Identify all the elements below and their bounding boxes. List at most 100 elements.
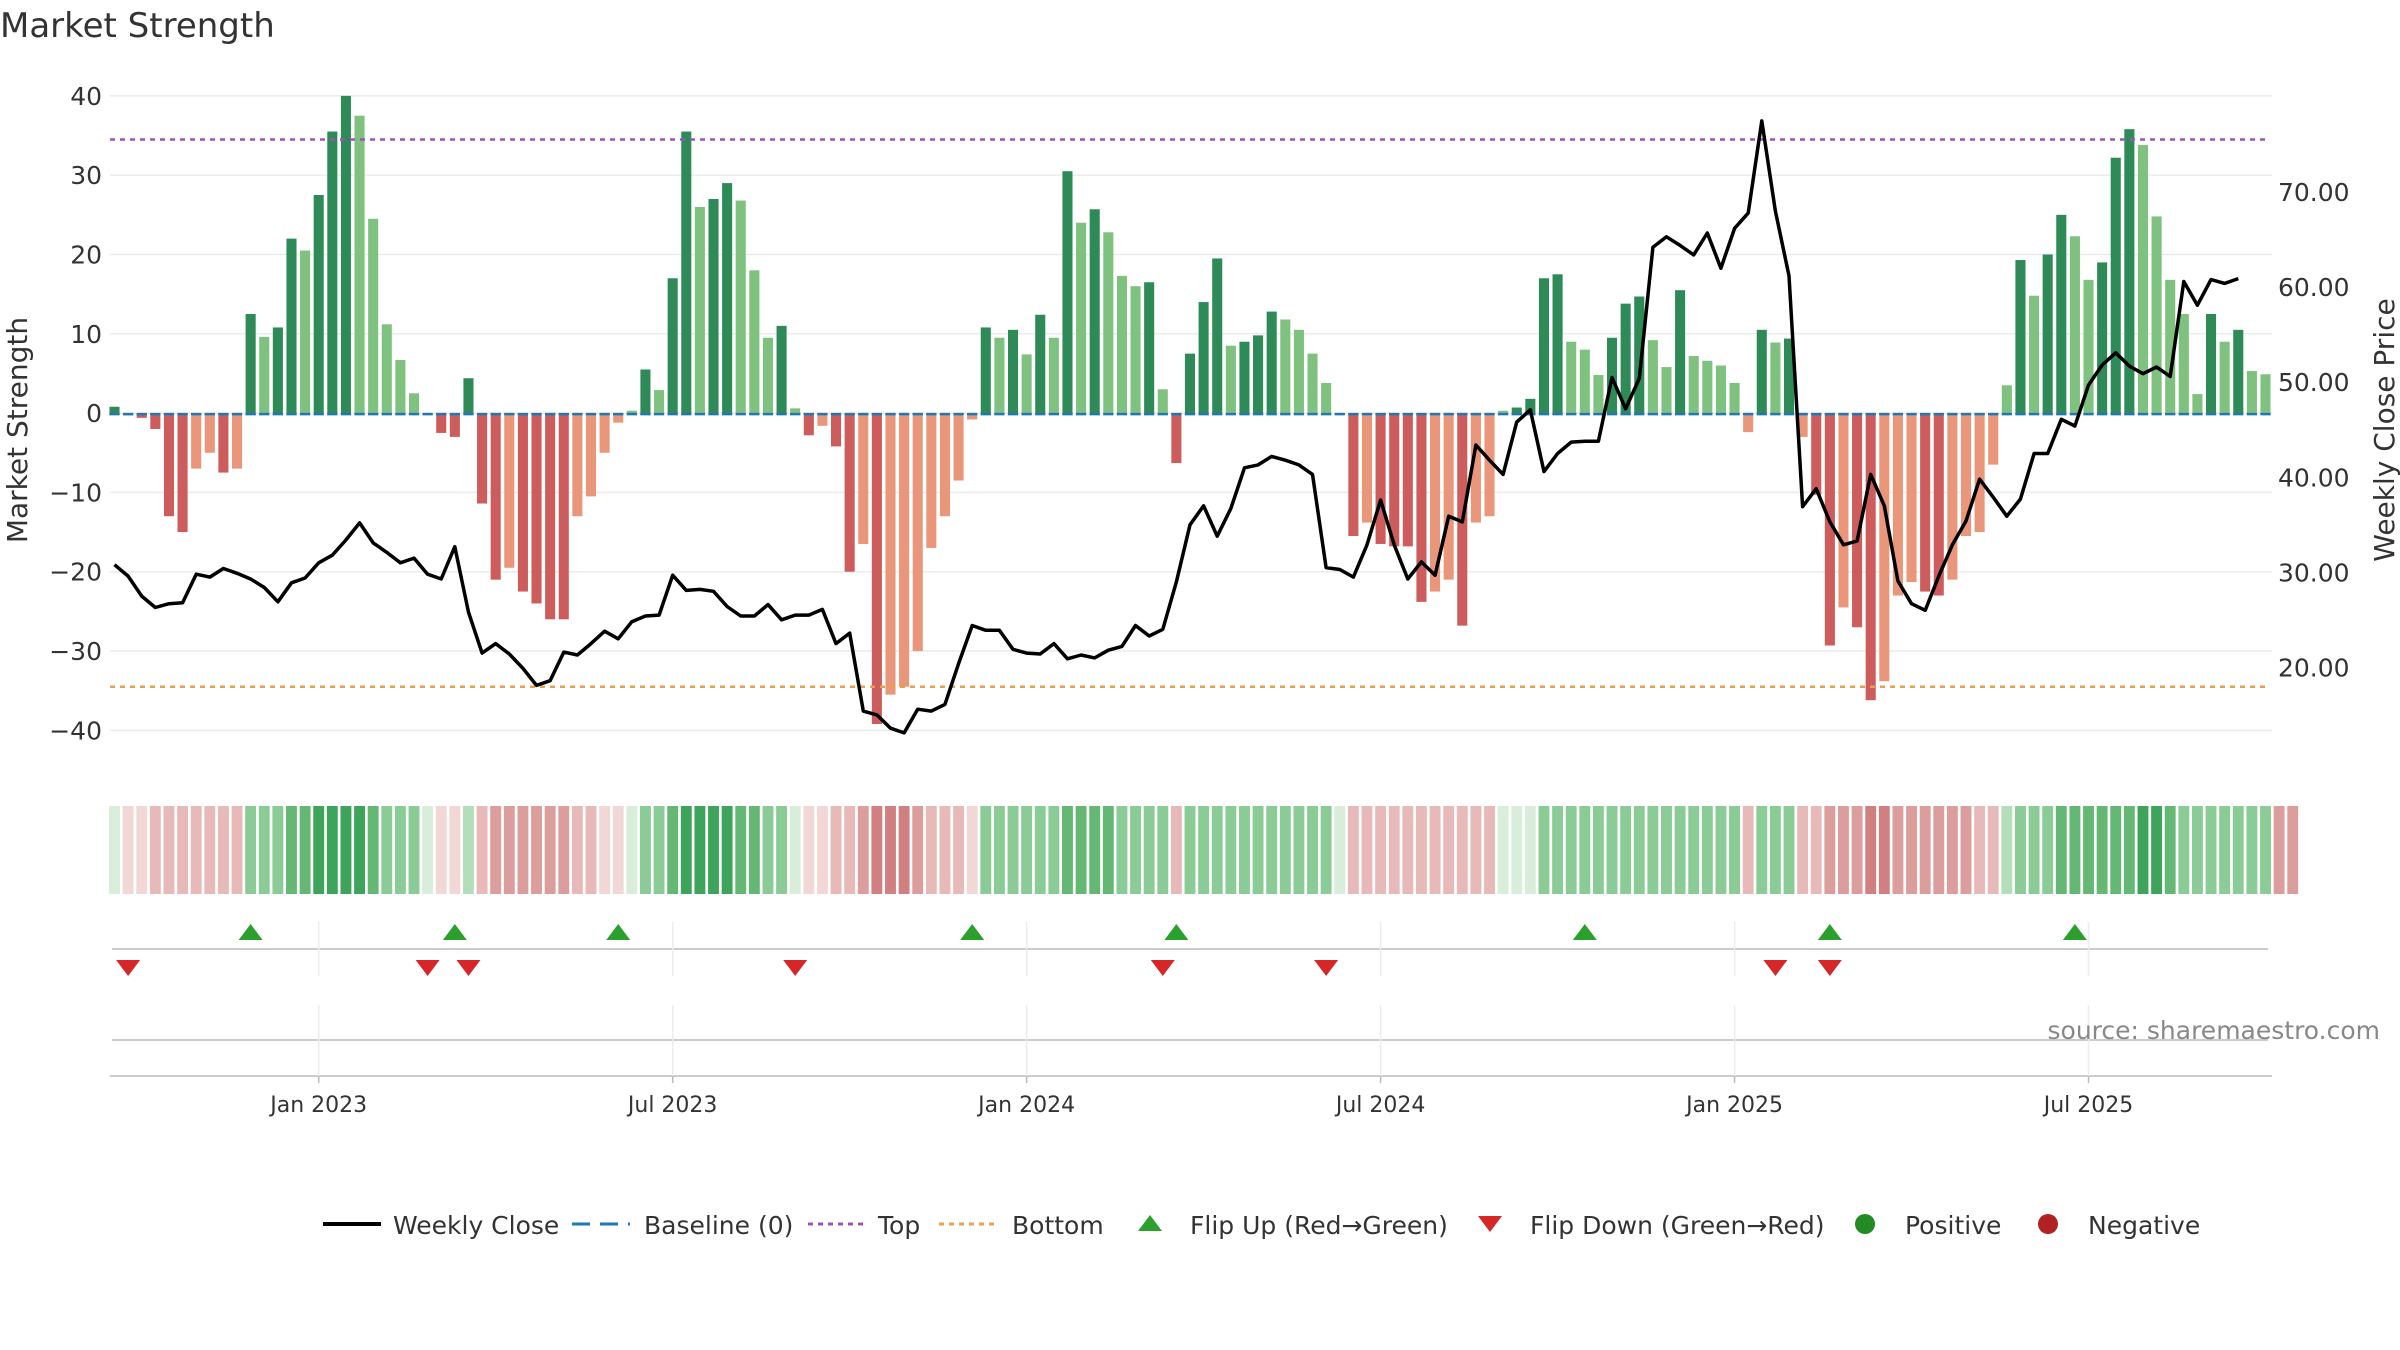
strength-bar xyxy=(667,278,678,414)
flip-up-marker xyxy=(2062,924,2087,940)
strip-cell xyxy=(1838,806,1849,894)
x-tick-label: Jan 2024 xyxy=(976,1093,1075,1118)
x-tick-label: Jan 2023 xyxy=(268,1093,367,1118)
strip-cell xyxy=(2178,806,2190,894)
strip-cell xyxy=(1048,806,1060,894)
strip-cell xyxy=(1960,806,1972,894)
strength-bar xyxy=(1988,413,1999,465)
strength-bar xyxy=(191,413,202,469)
strip-cell xyxy=(326,806,338,894)
x-tick-label: Jul 2024 xyxy=(1334,1093,1426,1118)
flip-down-marker xyxy=(1817,960,1842,976)
strip-cell xyxy=(2110,806,2122,894)
strength-bar xyxy=(1647,340,1658,414)
strip-cell xyxy=(966,806,978,894)
strength-bar xyxy=(2260,374,2271,414)
strip-cell xyxy=(109,806,120,894)
strength-bar xyxy=(1021,354,1032,414)
strip-cell xyxy=(830,806,842,894)
strength-bar xyxy=(2151,216,2162,414)
strip-cell xyxy=(816,806,828,894)
strength-bar xyxy=(1307,353,1318,414)
legend-baseline: Baseline (0) xyxy=(572,1211,793,1240)
strength-bar xyxy=(926,413,937,548)
strip-cell xyxy=(898,806,910,894)
strength-bar xyxy=(1375,413,1386,544)
strip-cell xyxy=(149,806,161,894)
strip-cell xyxy=(1688,806,1700,894)
strength-bar xyxy=(1824,413,1835,646)
strength-bar xyxy=(654,390,665,414)
strength-bar xyxy=(953,413,964,481)
strip-cell xyxy=(2151,806,2163,894)
strip-cell xyxy=(1878,806,1890,894)
strip-cell xyxy=(680,806,692,894)
strip-cell xyxy=(1225,806,1237,894)
flip-up-marker xyxy=(1164,924,1189,940)
strip-cell xyxy=(272,806,284,894)
strength-bar xyxy=(1321,382,1332,414)
strength-bar xyxy=(1076,222,1087,414)
source-text: source: sharemaestro.com xyxy=(2048,1016,2381,1045)
strength-bar xyxy=(545,413,556,620)
strength-bar xyxy=(1280,319,1291,414)
strip-cell xyxy=(639,806,651,894)
legend-flip-up-label: Flip Up (Red→Green) xyxy=(1190,1211,1448,1240)
strength-bar xyxy=(1048,337,1059,414)
strength-bar xyxy=(272,327,283,414)
strip-cell xyxy=(381,806,393,894)
strength-bar xyxy=(136,413,147,418)
legend-top-label: Top xyxy=(877,1211,920,1240)
strength-bar xyxy=(1634,296,1645,414)
strip-cell xyxy=(531,806,542,894)
strip-cell xyxy=(789,806,801,894)
strength-bar xyxy=(722,183,733,414)
x-tick-label: Jan 2025 xyxy=(1684,1093,1783,1118)
strength-bar xyxy=(1402,413,1413,547)
strip-cell xyxy=(993,806,1005,894)
strip-cell xyxy=(476,806,488,894)
strength-bar xyxy=(1579,349,1590,414)
strength-bar xyxy=(1702,360,1713,414)
strength-bar xyxy=(1416,413,1427,602)
strength-bar xyxy=(2178,313,2189,414)
legend-weekly-close: Weekly Close xyxy=(323,1211,559,1240)
strength-bar xyxy=(1852,413,1863,628)
strength-bar xyxy=(1116,275,1127,414)
strength-bar xyxy=(708,198,719,414)
strength-bar xyxy=(1389,413,1400,547)
legend-negative-label: Negative xyxy=(2088,1211,2200,1240)
strength-bar xyxy=(1756,329,1767,414)
strength-bar xyxy=(735,200,746,414)
strength-bar xyxy=(1430,413,1441,592)
strength-bar xyxy=(2165,279,2176,414)
strength-bar xyxy=(477,413,488,504)
strength-bar xyxy=(640,369,651,414)
flip-down-marker xyxy=(456,960,481,976)
strength-bar xyxy=(871,413,882,724)
strength-bar xyxy=(2233,329,2244,414)
strip-cell xyxy=(1538,806,1550,894)
strip-cell xyxy=(1919,806,1931,894)
strength-bar xyxy=(762,337,774,414)
strength-bar xyxy=(1511,407,1522,414)
strip-cell xyxy=(599,806,611,894)
strength-bar xyxy=(1675,290,1686,414)
y-tick-label: 0 xyxy=(86,399,102,428)
strip-cell xyxy=(1715,806,1727,894)
strength-bar xyxy=(1811,413,1822,495)
strength-bar xyxy=(1293,329,1304,414)
strip-cell xyxy=(1293,806,1305,894)
strip-cell xyxy=(1565,806,1577,894)
strength-bar xyxy=(1198,302,1209,414)
strength-bar xyxy=(1552,274,1563,414)
y-tick-label: 20 xyxy=(70,240,102,269)
strength-bar xyxy=(1103,232,1114,414)
strip-cell xyxy=(1143,806,1155,894)
strength-bar xyxy=(885,413,896,695)
strip-cell xyxy=(2191,806,2203,894)
strip-cell xyxy=(2287,806,2299,894)
strip-cell xyxy=(1647,806,1659,894)
strength-bar xyxy=(1266,311,1277,414)
flip-up-marker xyxy=(442,924,467,940)
